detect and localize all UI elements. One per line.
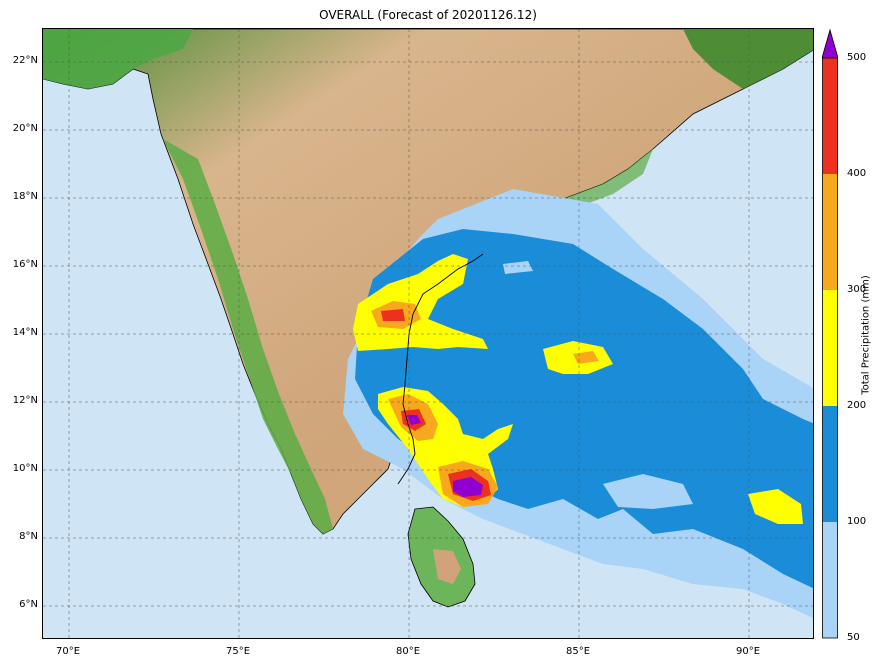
lat-label-6n: 6°N	[19, 599, 38, 610]
lat-label-18n: 18°N	[12, 191, 38, 202]
precip-band-over-500-b	[453, 477, 483, 497]
colorbar-band-200-300	[822, 290, 838, 406]
map-plot-area	[42, 28, 814, 639]
lat-label-14n: 14°N	[12, 327, 38, 338]
colorbar-band-50-100	[822, 522, 838, 638]
lat-label-20n: 20°N	[12, 123, 38, 134]
lat-label-10n: 10°N	[12, 463, 38, 474]
colorbar-tick-400: 400	[847, 168, 867, 179]
colorbar-tick-200: 200	[847, 400, 867, 411]
colorbar-title: Total Precipitation (mm)	[860, 275, 872, 395]
colorbar-extend-arrow	[821, 28, 839, 59]
lat-label-16n: 16°N	[12, 259, 38, 270]
colorbar-tick-100: 100	[847, 516, 867, 527]
graticule	[43, 29, 813, 638]
precip-gap	[503, 261, 533, 274]
lon-label-80e: 80°E	[395, 646, 421, 657]
colorbar-band-100-200	[822, 406, 838, 522]
colorbar-tick-300: 300	[847, 284, 867, 295]
east-coastline	[397, 253, 484, 485]
map-title: OVERALL (Forecast of 20201126.12)	[319, 8, 537, 22]
precip-gap-2	[603, 474, 693, 509]
precip-band-100-200	[355, 229, 813, 589]
lat-label-22n: 22°N	[12, 55, 38, 66]
precip-band-over-500-a	[407, 415, 421, 425]
map-svg	[43, 29, 813, 638]
colorbar	[821, 28, 839, 639]
gujarat-region	[43, 29, 193, 89]
precip-band-300-400-d	[573, 351, 599, 364]
lat-label-8n: 8°N	[19, 531, 38, 542]
precip-band-400-500-a	[381, 309, 405, 321]
lon-label-90e: 90°E	[735, 646, 761, 657]
lat-label-12n: 12°N	[12, 395, 38, 406]
western-ghats	[163, 139, 333, 534]
colorbar-band-300-400	[822, 174, 838, 290]
colorbar-tick-50: 50	[847, 632, 860, 643]
precip-band-200-300-d	[748, 489, 803, 524]
lon-label-75e: 75°E	[225, 646, 251, 657]
sri-lanka-highlands	[433, 549, 461, 584]
lon-label-85e: 85°E	[565, 646, 591, 657]
colorbar-tick-500: 500	[847, 52, 867, 63]
lon-label-70e: 70°E	[55, 646, 81, 657]
colorbar-band-400-500	[822, 58, 838, 174]
northeast-region	[683, 29, 813, 89]
